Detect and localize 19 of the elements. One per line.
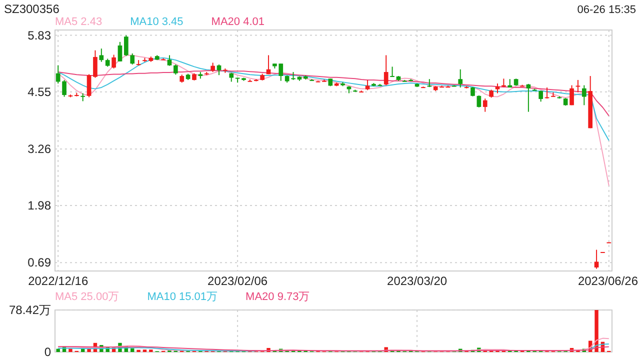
y-tick-label: 0.69	[28, 256, 52, 270]
text: MA10 3.45	[130, 16, 184, 28]
y-tick-label: 1.98	[28, 198, 52, 213]
y-tick-label: 3.26	[28, 142, 52, 156]
y-tick-label: 5.83	[28, 28, 52, 42]
y-tick-label: 0	[44, 345, 52, 359]
y-tick-label: 78.42万	[8, 303, 51, 317]
text: MA20 4.01	[211, 16, 264, 28]
text: 06-26 15:35	[577, 4, 636, 16]
text: MA10 15.01万	[147, 291, 218, 303]
x-tick-label: 2023/06/26	[578, 274, 638, 288]
text: MA20 9.73万	[246, 291, 310, 303]
text: MA5 25.00万	[55, 291, 120, 303]
y-tick-label: 4.55	[28, 84, 52, 99]
text: MA5 2.43	[55, 16, 102, 28]
x-tick-label: 2022/12/16	[28, 274, 88, 288]
x-tick-label: 2023/03/20	[387, 274, 448, 288]
chart-title: SZ300356	[4, 2, 60, 16]
x-tick-label: 2023/02/06	[208, 274, 268, 288]
